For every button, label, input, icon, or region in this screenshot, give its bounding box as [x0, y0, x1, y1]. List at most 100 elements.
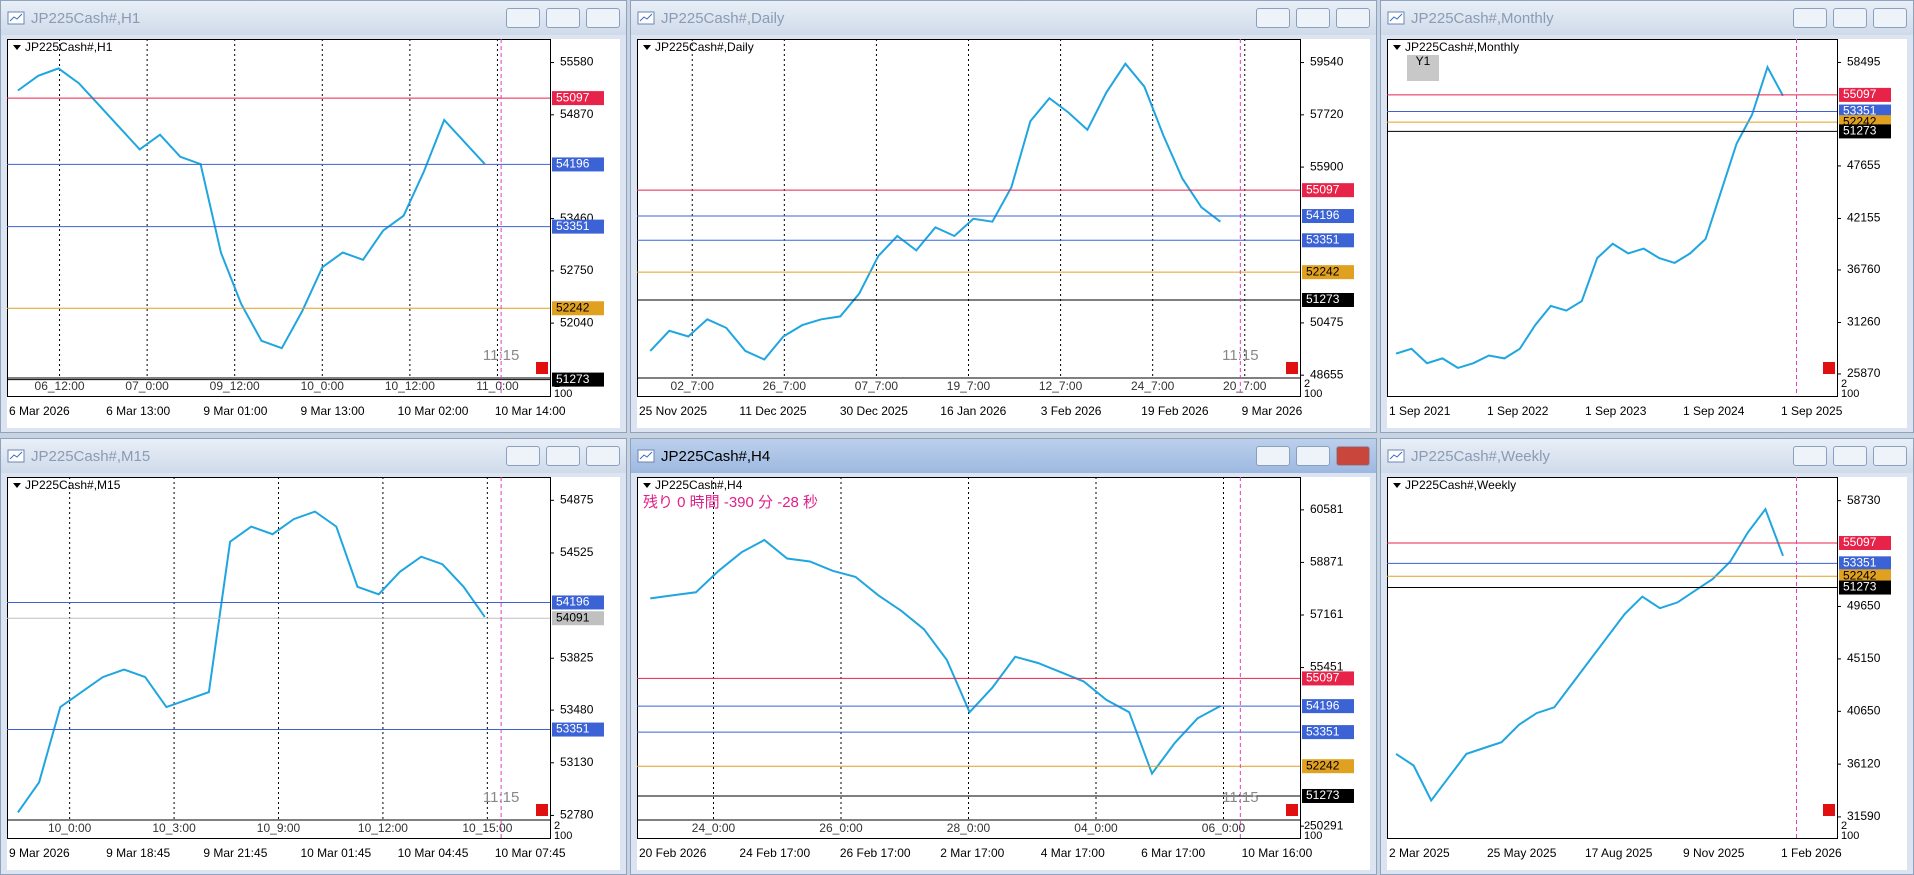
time-grid-label: 10_9:00 [257, 821, 301, 835]
date-label: 2 Mar 2025 [1389, 846, 1450, 860]
indicator-label: 100 [554, 830, 572, 842]
window-icon [7, 449, 25, 463]
one-click-button [536, 804, 548, 816]
maximize-button[interactable] [546, 8, 580, 28]
maximize-button[interactable] [1833, 8, 1867, 28]
time-grid-label: 26_7:00 [763, 379, 807, 393]
chart: 10_0:00 10_3:00 10_9:00 10_12:00 10_15:00 548… [7, 477, 620, 870]
window-title: JP225Cash#,M15 [31, 447, 151, 465]
price-level-tag [1302, 183, 1354, 198]
time-grid-label: 07_7:00 [855, 379, 899, 393]
y-tick-label: 47655 [1847, 158, 1881, 172]
price-level-tag [552, 611, 604, 626]
maximize-button[interactable] [1833, 446, 1867, 466]
minimize-button[interactable] [1793, 8, 1827, 28]
y-tick-label: 54875 [560, 492, 594, 506]
one-click-button [1286, 362, 1298, 374]
chart-window[interactable]: JP225Cash#,Monthly 58495 47655 42155 36760 31… [1380, 0, 1914, 433]
minimize-button[interactable] [1256, 446, 1290, 466]
chart-menu-arrow [13, 483, 21, 488]
y-tick-label: 40650 [1847, 704, 1881, 718]
chart-window[interactable]: JP225Cash#,Daily 02_7:00 26_7:00 07_7:00 19_… [630, 0, 1377, 433]
y-tick-label: 59540 [1310, 55, 1344, 69]
plot-border [637, 39, 1301, 397]
window-title: JP225Cash#,Monthly [1411, 9, 1554, 27]
window-icon [7, 11, 25, 25]
indicator-label: 2 [1841, 378, 1847, 390]
title-bar: JP225Cash#,H1 [1, 1, 626, 35]
chart: 24_0:00 26_0:00 28_0:00 04_0:00 06_0:00 60581… [637, 477, 1370, 870]
y-tick-label: 55580 [560, 55, 594, 69]
indicator-label: 100 [1841, 830, 1859, 842]
date-label: 9 Mar 01:00 [203, 404, 267, 418]
y-tick-label: 36760 [1847, 262, 1881, 276]
chart-label: JP225Cash#,Weekly [1405, 478, 1516, 492]
price-level-label: 54196 [556, 595, 590, 609]
close-button[interactable] [1336, 446, 1370, 466]
price-line [649, 62, 1222, 361]
y-tick-label: 53130 [560, 755, 594, 769]
price-level-tag [1302, 292, 1354, 307]
chart-menu-arrow [1393, 45, 1401, 50]
time-grid-label: 10_12:00 [385, 379, 435, 393]
one-click-button [1823, 362, 1835, 374]
time-grid-label: 12_7:00 [1039, 379, 1083, 393]
time-grid-label: 11_0:00 [476, 379, 519, 393]
date-label: 1 Sep 2023 [1585, 404, 1647, 418]
close-button[interactable] [586, 446, 620, 466]
price-level-label: 51273 [1306, 292, 1340, 306]
date-label: 11 Dec 2025 [739, 404, 806, 418]
price-level-label: 55097 [1843, 87, 1877, 101]
price-level-label: 51273 [1306, 788, 1340, 802]
price-level-label: 54196 [556, 157, 590, 171]
icon-shape [1389, 13, 1403, 22]
close-button[interactable] [1336, 8, 1370, 28]
close-button[interactable] [1873, 8, 1907, 28]
title-bar: JP225Cash#,Monthly [1381, 1, 1913, 35]
y-tick-label: 42155 [1847, 211, 1881, 225]
maximize-button[interactable] [546, 446, 580, 466]
window-title: JP225Cash#,Daily [661, 9, 785, 27]
date-label: 10 Mar 02:00 [398, 404, 469, 418]
date-label: 25 May 2025 [1487, 846, 1557, 860]
price-level-label: 53351 [1306, 232, 1340, 246]
price-line [650, 538, 1221, 776]
maximize-button[interactable] [1296, 8, 1330, 28]
price-level-label: 55097 [1306, 182, 1340, 196]
time-grid-label: 19_7:00 [947, 379, 991, 393]
chart-window[interactable]: JP225Cash#,Weekly 58730 49650 45150 40650 361… [1380, 438, 1914, 875]
price-level-label: 53351 [1306, 724, 1340, 738]
indicator-label: 100 [1304, 830, 1322, 842]
chart-window[interactable]: JP225Cash#,H4 24_0:00 26_0:00 28_0:00 04_0:0… [630, 438, 1377, 875]
price-level-label: 52242 [1843, 568, 1877, 582]
minimize-button[interactable] [506, 446, 540, 466]
maximize-button[interactable] [1296, 446, 1330, 466]
time-marker-label: 11:15 [1222, 347, 1258, 364]
date-label: 10 Mar 01:45 [301, 846, 372, 860]
price-level-tag [1839, 87, 1891, 102]
price-level-tag [1302, 265, 1354, 280]
title-bar: JP225Cash#,H4 [631, 439, 1376, 473]
price-line [1395, 507, 1784, 803]
indicator-label: 100 [1841, 388, 1859, 400]
y-tick-label: 49650 [1847, 599, 1881, 613]
title-bar: JP225Cash#,Weekly [1381, 439, 1913, 473]
window-icon [637, 449, 655, 463]
price-level-label: 54196 [1306, 698, 1340, 712]
close-button[interactable] [1873, 446, 1907, 466]
chart-window[interactable]: JP225Cash#,H1 06_12:00 07_0:00 09_12:00 10_0… [0, 0, 627, 433]
minimize-button[interactable] [1256, 8, 1290, 28]
date-label: 3 Feb 2026 [1041, 404, 1102, 418]
y-tick-label: 55900 [1310, 159, 1344, 173]
indicator-label: 2 [554, 820, 560, 832]
chart-window[interactable]: JP225Cash#,M15 10_0:00 10_3:00 10_9:00 10_12… [0, 438, 627, 875]
time-marker-label: 11:15 [483, 789, 519, 806]
time-grid-label: 06_12:00 [35, 379, 85, 393]
price-level-label: 53351 [1843, 104, 1877, 118]
indicator-label: 2 [1841, 820, 1847, 832]
minimize-button[interactable] [506, 8, 540, 28]
date-label: 25 Nov 2025 [639, 404, 707, 418]
minimize-button[interactable] [1793, 446, 1827, 466]
y-tick-label: 55451 [1310, 660, 1344, 674]
close-button[interactable] [586, 8, 620, 28]
